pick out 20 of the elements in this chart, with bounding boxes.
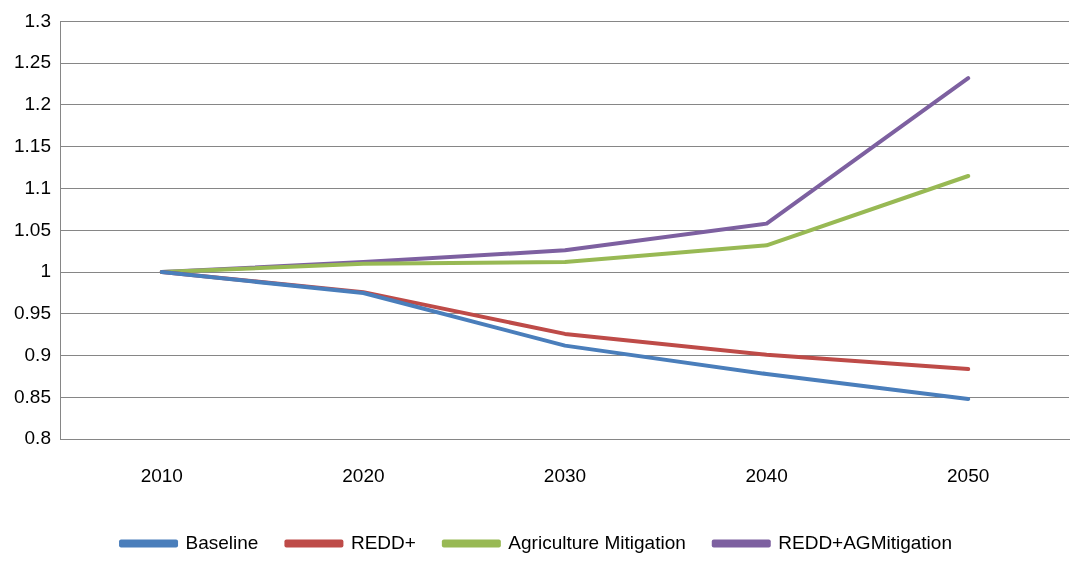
x-tick-label: 2020	[342, 464, 385, 486]
x-tick-label: 2030	[543, 464, 587, 486]
y-tick-label: 1.1	[24, 176, 51, 198]
legend-label: REDD+	[350, 531, 416, 553]
legend-label: Baseline	[185, 531, 259, 553]
legend-label: Agriculture Mitigation	[508, 531, 686, 553]
x-tick-label: 2050	[947, 464, 990, 486]
y-tick-label: 1	[40, 260, 51, 282]
y-tick-label: 1.05	[14, 218, 51, 240]
y-tick-label: 1.15	[14, 134, 51, 156]
y-tick-label: 0.85	[14, 385, 51, 407]
y-tick-label: 1.25	[14, 51, 51, 73]
y-tick-label: 1.2	[24, 93, 51, 115]
y-tick-label: 0.9	[24, 343, 51, 365]
y-tick-label: 1.3	[24, 9, 51, 31]
y-tick-label: 0.95	[14, 302, 51, 324]
y-tick-label: 0.8	[24, 427, 51, 449]
legend-label: REDD+AGMitigation	[778, 531, 952, 553]
x-tick-label: 2040	[745, 464, 788, 486]
x-tick-label: 2010	[140, 464, 183, 486]
